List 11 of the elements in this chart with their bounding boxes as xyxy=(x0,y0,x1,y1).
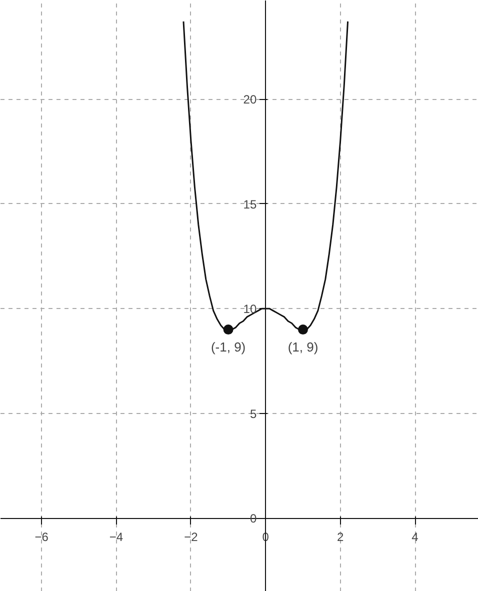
x-tick-label: −4 xyxy=(109,530,124,544)
annotation: (-1, 9) xyxy=(210,340,246,355)
y-tick-label: 5 xyxy=(250,406,257,421)
y-tick-label: 20 xyxy=(243,92,257,106)
x-tick-label: 2 xyxy=(336,530,344,544)
x-tick-label: 4 xyxy=(412,530,419,544)
x-tick-label: −6 xyxy=(34,530,49,544)
y-tick-label: 10 xyxy=(243,302,257,316)
y-tick-label: 15 xyxy=(243,197,257,212)
x-tick-label: −2 xyxy=(184,530,198,544)
annotation: (1, 9) xyxy=(288,340,318,355)
